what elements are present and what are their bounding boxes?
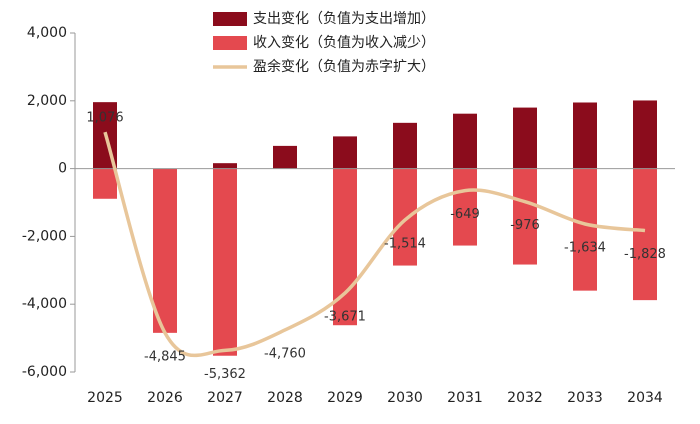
data-label: -1,634: [564, 240, 606, 255]
legend-swatch: [213, 36, 247, 50]
bar: [453, 168, 477, 246]
x-tick-label: 2025: [87, 390, 123, 406]
data-label: -3,671: [324, 310, 366, 325]
bar: [393, 122, 417, 169]
line: [103, 131, 646, 358]
y-tick-label: 4,000: [27, 25, 67, 41]
x-tick-label: 2027: [207, 390, 243, 406]
data-label: -976: [510, 218, 540, 233]
legend-swatch: [213, 12, 247, 26]
y-tick-label: -6,000: [22, 364, 67, 380]
bar: [633, 168, 657, 301]
bar: [573, 102, 597, 169]
bar: [513, 107, 537, 169]
x-tick-label: 2029: [327, 390, 363, 406]
x-tick-label: 2031: [447, 390, 483, 406]
legend-label: 支出变化（负值为支出增加）: [253, 11, 435, 27]
legend-label: 收入变化（负值为收入减少）: [253, 35, 435, 51]
bar: [393, 168, 417, 266]
y-tick-label: -2,000: [22, 228, 67, 244]
bar: [153, 168, 177, 333]
data-label: -4,760: [264, 346, 306, 361]
x-tick-label: 2026: [147, 390, 183, 406]
data-label: -4,845: [144, 349, 186, 364]
bar: [513, 168, 537, 265]
bar: [573, 168, 597, 291]
bar: [213, 168, 237, 356]
x-tick-label: 2032: [507, 390, 543, 406]
data-label: -1,514: [384, 236, 426, 251]
bar: [453, 113, 477, 169]
bar: [273, 145, 297, 169]
x-tick-label: 2034: [627, 390, 663, 406]
data-label: -1,828: [624, 247, 666, 262]
y-tick-label: 0: [58, 161, 67, 177]
data-label: 1,076: [86, 111, 123, 126]
y-tick-label: 2,000: [27, 93, 67, 109]
bar: [93, 168, 117, 199]
x-tick-label: 2030: [387, 390, 423, 406]
x-tick-label: 2033: [567, 390, 603, 406]
bar: [333, 136, 357, 169]
bar: [633, 100, 657, 169]
bar: [213, 163, 237, 169]
x-tick-label: 2028: [267, 390, 303, 406]
data-label: -649: [450, 207, 480, 222]
legend-label: 盈余变化（负值为赤字扩大）: [253, 58, 435, 75]
data-label: -5,362: [204, 367, 246, 382]
y-tick-label: -4,000: [22, 296, 67, 312]
